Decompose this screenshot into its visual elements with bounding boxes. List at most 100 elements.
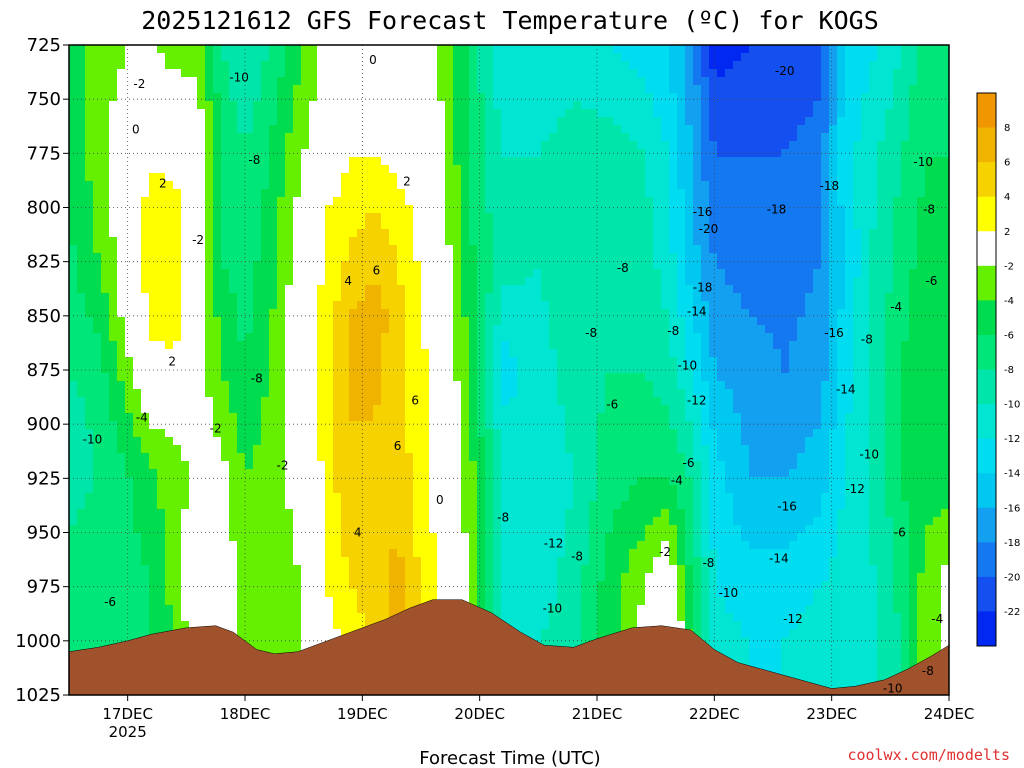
contour-label: -2	[210, 422, 222, 436]
contour-label: -12	[845, 482, 865, 496]
terrain-layer	[69, 599, 949, 695]
contour-label: -10	[83, 432, 103, 446]
y-tick-label: 925	[27, 468, 61, 489]
contour-label: 4	[344, 274, 352, 288]
contour-label: -12	[783, 612, 803, 626]
contour-label: -10	[859, 448, 879, 462]
y-tick-label: 850	[27, 306, 61, 327]
x-tick-label: 19DEC	[337, 705, 388, 723]
contour-label: -20	[775, 64, 795, 78]
x-tick-label: 20DEC	[454, 705, 505, 723]
y-tick-label: 775	[27, 143, 61, 164]
contour-label: -14	[769, 552, 789, 566]
colorbar-swatch	[977, 611, 996, 647]
contour-label: -8	[922, 664, 934, 678]
contour-label: -2	[277, 458, 289, 472]
y-tick-label: 800	[27, 198, 61, 219]
colorbar-swatch	[977, 404, 996, 440]
contour-label: -14	[687, 305, 707, 319]
contour-label: -10	[543, 601, 563, 615]
colorbar-swatch	[977, 231, 996, 267]
y-tick-label: 1000	[15, 631, 61, 652]
y-tick-label: 950	[27, 523, 61, 544]
contour-label: -2	[659, 545, 671, 559]
y-axis: 725 750 775 800 825 850 875 900 925 950 975 1000 102…	[15, 35, 69, 706]
contour-label: -16	[693, 205, 713, 219]
contour-label: -16	[777, 500, 797, 514]
x-tick-label: 23DEC	[806, 705, 857, 723]
colorbar-swatch	[977, 265, 996, 301]
x-axis-label: Forecast Time (UTC)	[419, 748, 600, 768]
x-tick-label: 18DEC	[220, 705, 271, 723]
contour-label: -4	[890, 300, 902, 314]
y-tick-label: 900	[27, 414, 61, 435]
contour-label: -6	[894, 526, 906, 540]
temperature-field	[69, 45, 949, 695]
credit-link[interactable]: coolwx.com/modelts	[847, 746, 1010, 764]
contour-label: 2	[403, 175, 411, 189]
x-tick-sublabel: 2025	[109, 723, 147, 741]
contour-label: -2	[192, 233, 204, 247]
colorbar-swatch	[977, 162, 996, 198]
colorbar-label: -2	[1004, 261, 1014, 272]
contour-label: -6	[925, 274, 937, 288]
contour-label: -8	[571, 549, 583, 563]
contour-label: -20	[699, 222, 719, 236]
contour-label: 0	[436, 493, 444, 507]
contour-label: -8	[248, 153, 260, 167]
contour-label: -6	[104, 595, 116, 609]
contour-label: 4	[354, 526, 362, 540]
colorbar-label: -8	[1004, 365, 1014, 376]
contour-label: -8	[923, 203, 935, 217]
colorbar-label: -10	[1004, 400, 1020, 411]
contour-label: -4	[671, 474, 683, 488]
colorbar-label: -20	[1004, 572, 1020, 583]
y-tick-label: 825	[27, 252, 61, 273]
colorbar-label: -12	[1004, 434, 1020, 445]
contour-label: 0	[132, 123, 140, 137]
x-tick-label: 22DEC	[689, 705, 740, 723]
colorbar-swatch	[977, 438, 996, 474]
colorbar-label: -18	[1004, 538, 1020, 549]
y-tick-label: 1025	[15, 685, 61, 706]
contour-label: -6	[606, 398, 618, 412]
colorbar-swatch	[977, 542, 996, 578]
y-tick-label: 875	[27, 360, 61, 381]
colorbar-label: -6	[1004, 330, 1014, 341]
colorbar-swatch	[977, 127, 996, 163]
y-tick-label: 750	[27, 89, 61, 110]
contour-label: -10	[678, 359, 698, 373]
colorbar-swatch	[977, 196, 996, 232]
colorbar-swatch	[977, 369, 996, 405]
colorbar-swatch	[977, 93, 996, 128]
colorbar-label: -4	[1004, 296, 1014, 307]
contour-label: -8	[861, 333, 873, 347]
contour-label: -10	[883, 682, 903, 696]
contour-label: -10	[719, 586, 739, 600]
contour-label: -12	[687, 393, 707, 407]
colorbar-swatch	[977, 300, 996, 336]
contour-label: -6	[683, 456, 695, 470]
x-tick-label: 21DEC	[572, 705, 623, 723]
contour-label: -18	[767, 203, 787, 217]
colorbar: 8 6 4 2 -2 -4 -6 -8 -10 -12 -14 -16 -18 -20 -22	[976, 92, 1020, 647]
colorbar-label: 4	[1004, 192, 1010, 203]
colorbar-swatch	[977, 334, 996, 370]
contour-label: -10	[913, 155, 933, 169]
contour-label: 2	[168, 354, 176, 368]
contour-label: -8	[702, 556, 714, 570]
contour-label: 2	[159, 177, 167, 191]
contour-label: -4	[931, 612, 943, 626]
contour-label: -8	[617, 261, 629, 275]
x-tick-label: 17DEC	[102, 705, 153, 723]
colorbar-swatch	[977, 576, 996, 612]
contour-label: 6	[411, 393, 419, 407]
colorbar-swatch	[977, 473, 996, 509]
contour-label: -18	[693, 281, 713, 295]
contour-label: -2	[133, 77, 145, 91]
x-tick-label: 24DEC	[924, 705, 975, 723]
colorbar-frame	[976, 92, 997, 647]
